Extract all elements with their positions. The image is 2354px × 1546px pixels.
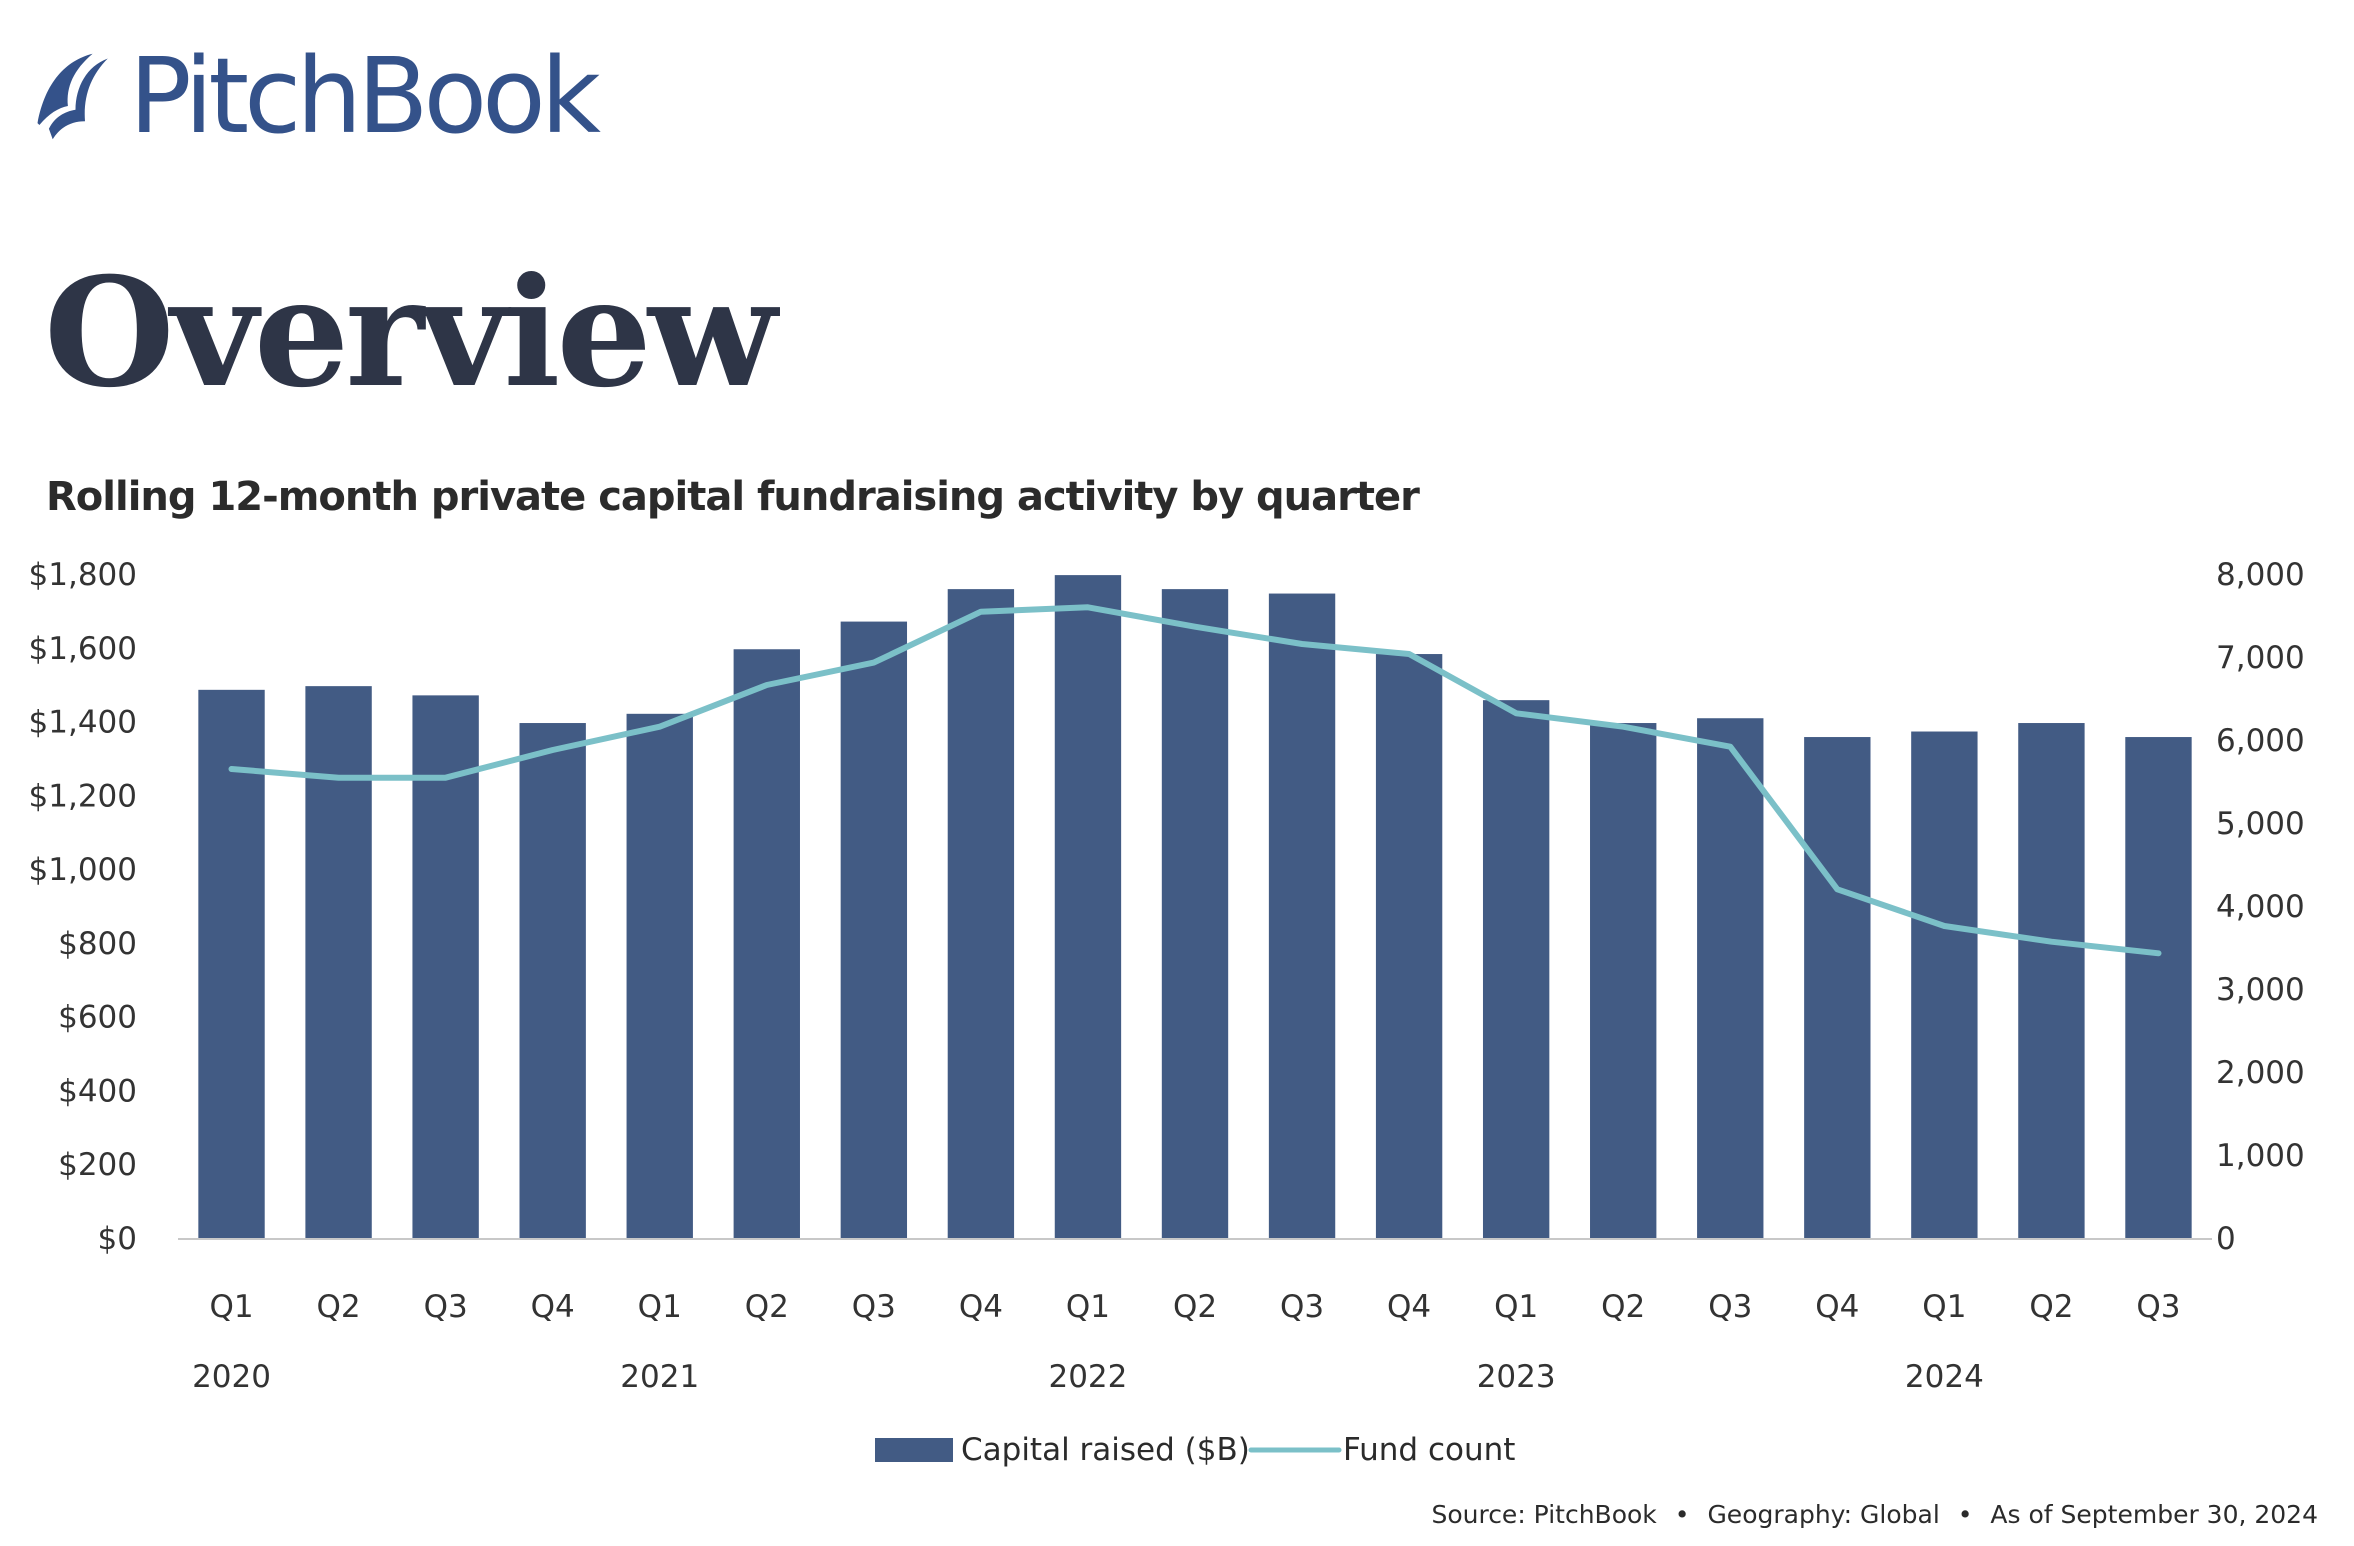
- y2-tick-label: 2,000: [2216, 1055, 2305, 1091]
- x-tick-label: Q2: [317, 1289, 361, 1325]
- bar: [198, 689, 265, 1238]
- x-tick-label: Q3: [852, 1289, 896, 1325]
- y-tick-label: $1,400: [29, 705, 137, 741]
- x-tick-label: Q1: [1066, 1289, 1110, 1325]
- y2-tick-label: 0: [2216, 1221, 2236, 1257]
- brand-name: PitchBook: [129, 35, 601, 157]
- y-tick-label: $800: [58, 926, 137, 962]
- x-tick-label: Q4: [959, 1289, 1003, 1325]
- y-tick-label: $1,800: [29, 557, 137, 593]
- bar: [840, 621, 908, 1238]
- y2-tick-label: 3,000: [2216, 972, 2305, 1008]
- y2-tick-label: 4,000: [2216, 889, 2305, 925]
- bar: [1375, 654, 1443, 1238]
- bar: [519, 723, 586, 1238]
- x-tick-label: Q3: [1708, 1289, 1752, 1325]
- bar: [733, 649, 800, 1238]
- left-axis: $0 $200 $400 $600 $800 $1,000 $1,200 $1,400 $1,6…: [29, 557, 137, 1257]
- x-tick-label: Q1: [209, 1289, 253, 1325]
- bar: [947, 589, 1015, 1238]
- x-tick-label: Q1: [1494, 1289, 1538, 1325]
- x-axis-labels: Q1 Q2 Q3 Q4 Q1 Q2 Q3 Q4 Q1 Q2 Q3 Q4 Q1 Q2 Q3 Q4 Q1 Q2 Q3 20…: [192, 1289, 2180, 1395]
- y2-tick-label: 6,000: [2216, 723, 2305, 759]
- y2-tick-label: 7,000: [2216, 640, 2305, 676]
- year-label: 2024: [1905, 1359, 1984, 1395]
- y2-tick-label: 5,000: [2216, 806, 2305, 842]
- legend-swatch-capital: [875, 1438, 953, 1462]
- bar: [412, 695, 479, 1238]
- bar: [1697, 718, 1764, 1238]
- y-tick-label: $1,200: [29, 778, 137, 814]
- year-label: 2020: [192, 1359, 271, 1395]
- x-tick-label: Q1: [1922, 1289, 1966, 1325]
- geography-text: Geography: Global: [1707, 1500, 1940, 1529]
- chart: $0 $200 $400 $600 $800 $1,000 $1,200 $1,400 $1,6…: [29, 557, 2305, 1468]
- sail-book-icon: [37, 53, 108, 139]
- x-tick-label: Q4: [1815, 1289, 1859, 1325]
- source-text: Source: PitchBook: [1431, 1500, 1657, 1529]
- separator: •: [1674, 1500, 1690, 1529]
- year-label: 2022: [1048, 1359, 1127, 1395]
- bar: [1482, 700, 1550, 1238]
- x-tick-label: Q4: [1387, 1289, 1431, 1325]
- right-axis: 0 1,000 2,000 3,000 4,000 5,000 6,000 7,000 8,00…: [2216, 557, 2305, 1257]
- year-label: 2021: [620, 1359, 699, 1395]
- bar: [626, 713, 693, 1238]
- page-title: Overview: [44, 245, 777, 421]
- y-tick-label: $1,600: [29, 631, 137, 667]
- year-label: 2023: [1477, 1359, 1556, 1395]
- source-line: Source: PitchBook • Geography: Global • …: [1431, 1500, 2318, 1529]
- x-tick-label: Q3: [424, 1289, 468, 1325]
- y2-tick-label: 8,000: [2216, 557, 2305, 593]
- bar: [1911, 731, 1978, 1238]
- bar: [305, 686, 372, 1238]
- pitchbook-logo: PitchBook: [28, 35, 601, 157]
- legend: Capital raised ($B) Fund count: [875, 1432, 1515, 1468]
- separator: •: [1957, 1500, 1973, 1529]
- x-tick-label: Q2: [1173, 1289, 1217, 1325]
- bar: [2018, 723, 2085, 1238]
- as-of-text: As of September 30, 2024: [1990, 1500, 2318, 1529]
- y-tick-label: $1,000: [29, 852, 137, 888]
- x-tick-label: Q3: [1280, 1289, 1324, 1325]
- y-tick-label: $200: [58, 1147, 137, 1183]
- bar: [1590, 723, 1657, 1238]
- x-tick-label: Q2: [745, 1289, 789, 1325]
- y-tick-label: $0: [98, 1221, 137, 1257]
- y-tick-label: $600: [58, 1000, 137, 1036]
- x-tick-label: Q4: [531, 1289, 575, 1325]
- x-tick-label: Q1: [638, 1289, 682, 1325]
- bar: [1268, 593, 1336, 1238]
- bar: [1804, 737, 1871, 1238]
- line-series: [228, 604, 2162, 957]
- x-tick-label: Q2: [1601, 1289, 1645, 1325]
- bar: [1054, 575, 1122, 1238]
- x-tick-label: Q3: [2136, 1289, 2180, 1325]
- legend-label-fund-count: Fund count: [1343, 1432, 1515, 1468]
- y-tick-label: $400: [58, 1073, 137, 1109]
- legend-label-capital: Capital raised ($B): [961, 1432, 1250, 1468]
- x-tick-label: Q2: [2029, 1289, 2073, 1325]
- y2-tick-label: 1,000: [2216, 1138, 2305, 1174]
- chart-title: Rolling 12-month private capital fundrai…: [46, 474, 1420, 520]
- bar: [2125, 737, 2192, 1238]
- bar: [1161, 589, 1229, 1238]
